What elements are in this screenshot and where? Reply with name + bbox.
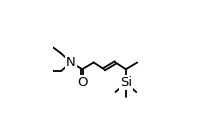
Text: N: N [66,56,76,69]
Text: Si: Si [120,76,132,89]
Text: O: O [77,76,88,89]
